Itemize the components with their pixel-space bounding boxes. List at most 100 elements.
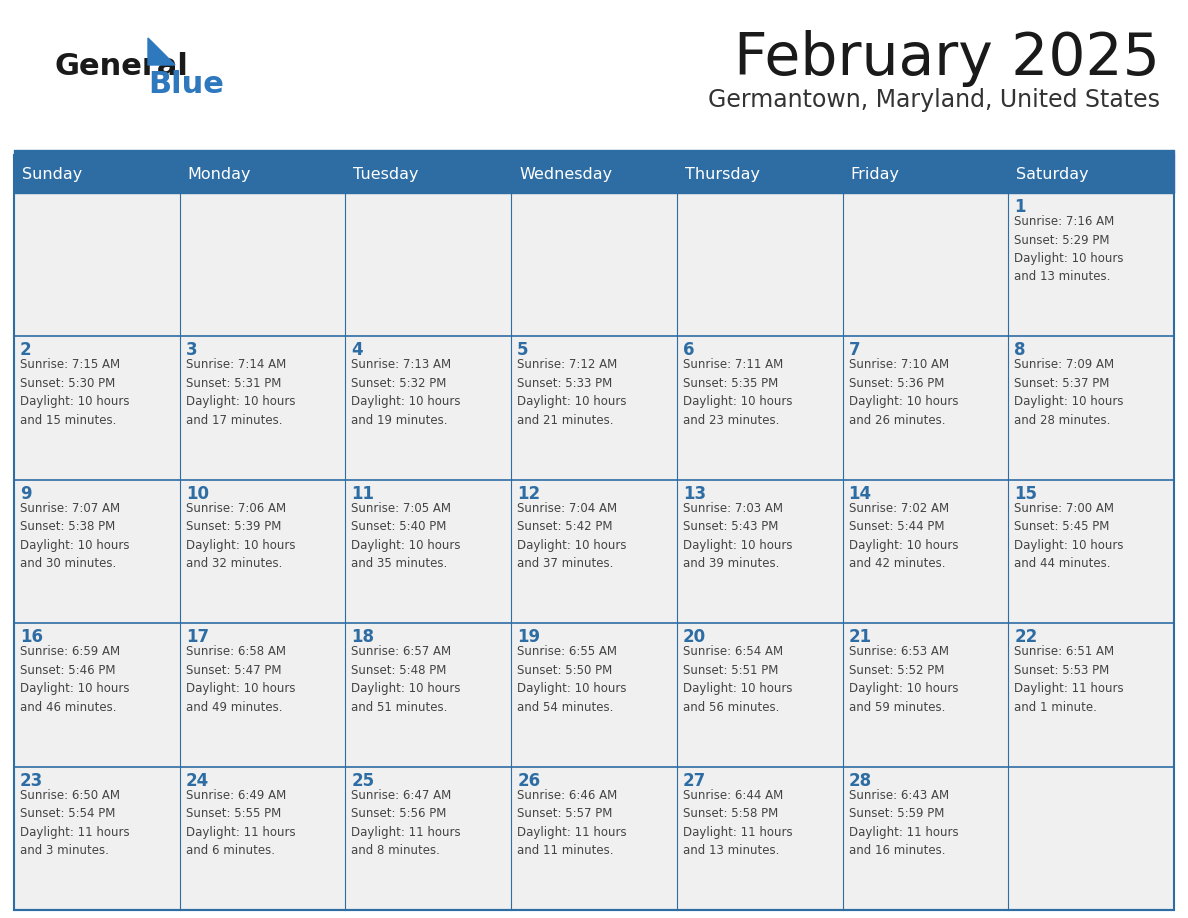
Bar [677,623,842,767]
Bar [511,623,677,767]
Bar [677,480,842,623]
Text: Sunrise: 6:50 AM
Sunset: 5:54 PM
Daylight: 11 hours
and 3 minutes.: Sunrise: 6:50 AM Sunset: 5:54 PM Dayligh… [20,789,129,857]
Bar [179,336,346,480]
Bar [179,193,346,336]
Text: Sunrise: 6:58 AM
Sunset: 5:47 PM
Daylight: 10 hours
and 49 minutes.: Sunrise: 6:58 AM Sunset: 5:47 PM Dayligh… [185,645,295,713]
Text: Sunrise: 7:13 AM
Sunset: 5:32 PM
Daylight: 10 hours
and 19 minutes.: Sunrise: 7:13 AM Sunset: 5:32 PM Dayligh… [352,358,461,427]
Text: 21: 21 [848,628,872,646]
Text: 16: 16 [20,628,43,646]
Text: 25: 25 [352,772,374,789]
Text: Sunrise: 7:06 AM
Sunset: 5:39 PM
Daylight: 10 hours
and 32 minutes.: Sunrise: 7:06 AM Sunset: 5:39 PM Dayligh… [185,502,295,570]
Text: Monday: Monday [188,166,251,182]
Bar [511,767,677,910]
Text: 13: 13 [683,485,706,503]
Text: 20: 20 [683,628,706,646]
Text: Sunrise: 6:59 AM
Sunset: 5:46 PM
Daylight: 10 hours
and 46 minutes.: Sunrise: 6:59 AM Sunset: 5:46 PM Dayligh… [20,645,129,713]
Bar [346,480,511,623]
Text: 12: 12 [517,485,541,503]
Text: 5: 5 [517,341,529,360]
Bar [677,336,842,480]
Text: Sunrise: 7:10 AM
Sunset: 5:36 PM
Daylight: 10 hours
and 26 minutes.: Sunrise: 7:10 AM Sunset: 5:36 PM Dayligh… [848,358,958,427]
Bar [842,767,1009,910]
Text: 3: 3 [185,341,197,360]
Bar [511,336,677,480]
Bar [346,623,511,767]
Bar [346,767,511,910]
Bar [14,155,1174,910]
Text: Thursday: Thursday [684,166,760,182]
Text: Sunrise: 7:12 AM
Sunset: 5:33 PM
Daylight: 10 hours
and 21 minutes.: Sunrise: 7:12 AM Sunset: 5:33 PM Dayligh… [517,358,626,427]
Text: 26: 26 [517,772,541,789]
Bar [677,193,842,336]
Bar [179,767,346,910]
Text: 8: 8 [1015,341,1025,360]
Text: 27: 27 [683,772,706,789]
Bar [14,150,1174,155]
Text: 1: 1 [1015,198,1025,216]
Text: Sunrise: 6:51 AM
Sunset: 5:53 PM
Daylight: 11 hours
and 1 minute.: Sunrise: 6:51 AM Sunset: 5:53 PM Dayligh… [1015,645,1124,713]
Text: Sunrise: 7:05 AM
Sunset: 5:40 PM
Daylight: 10 hours
and 35 minutes.: Sunrise: 7:05 AM Sunset: 5:40 PM Dayligh… [352,502,461,570]
Bar [842,193,1009,336]
Text: Sunrise: 7:16 AM
Sunset: 5:29 PM
Daylight: 10 hours
and 13 minutes.: Sunrise: 7:16 AM Sunset: 5:29 PM Dayligh… [1015,215,1124,284]
Text: Sunrise: 6:47 AM
Sunset: 5:56 PM
Daylight: 11 hours
and 8 minutes.: Sunrise: 6:47 AM Sunset: 5:56 PM Dayligh… [352,789,461,857]
Text: Sunrise: 6:53 AM
Sunset: 5:52 PM
Daylight: 10 hours
and 59 minutes.: Sunrise: 6:53 AM Sunset: 5:52 PM Dayligh… [848,645,958,713]
Bar [179,480,346,623]
Text: 23: 23 [20,772,43,789]
Text: 4: 4 [352,341,364,360]
Text: Sunrise: 7:14 AM
Sunset: 5:31 PM
Daylight: 10 hours
and 17 minutes.: Sunrise: 7:14 AM Sunset: 5:31 PM Dayligh… [185,358,295,427]
Polygon shape [148,38,175,65]
Text: Sunrise: 7:00 AM
Sunset: 5:45 PM
Daylight: 10 hours
and 44 minutes.: Sunrise: 7:00 AM Sunset: 5:45 PM Dayligh… [1015,502,1124,570]
Text: Sunrise: 6:46 AM
Sunset: 5:57 PM
Daylight: 11 hours
and 11 minutes.: Sunrise: 6:46 AM Sunset: 5:57 PM Dayligh… [517,789,627,857]
Bar [1009,767,1174,910]
Text: Sunrise: 7:11 AM
Sunset: 5:35 PM
Daylight: 10 hours
and 23 minutes.: Sunrise: 7:11 AM Sunset: 5:35 PM Dayligh… [683,358,792,427]
Bar [346,193,511,336]
Text: Wednesday: Wednesday [519,166,612,182]
Text: February 2025: February 2025 [734,30,1159,87]
Bar [14,623,179,767]
Text: 11: 11 [352,485,374,503]
Text: 18: 18 [352,628,374,646]
Bar [842,480,1009,623]
Text: 22: 22 [1015,628,1037,646]
Text: Sunrise: 6:57 AM
Sunset: 5:48 PM
Daylight: 10 hours
and 51 minutes.: Sunrise: 6:57 AM Sunset: 5:48 PM Dayligh… [352,645,461,713]
Bar [14,767,179,910]
Text: 9: 9 [20,485,32,503]
Text: Sunrise: 6:43 AM
Sunset: 5:59 PM
Daylight: 11 hours
and 16 minutes.: Sunrise: 6:43 AM Sunset: 5:59 PM Dayligh… [848,789,959,857]
Text: 2: 2 [20,341,32,360]
Bar [842,623,1009,767]
Text: 28: 28 [848,772,872,789]
Text: Sunrise: 6:55 AM
Sunset: 5:50 PM
Daylight: 10 hours
and 54 minutes.: Sunrise: 6:55 AM Sunset: 5:50 PM Dayligh… [517,645,626,713]
Text: 7: 7 [848,341,860,360]
Text: 10: 10 [185,485,209,503]
Text: Sunrise: 7:07 AM
Sunset: 5:38 PM
Daylight: 10 hours
and 30 minutes.: Sunrise: 7:07 AM Sunset: 5:38 PM Dayligh… [20,502,129,570]
Bar [179,623,346,767]
Bar [1009,193,1174,336]
Text: Sunrise: 6:54 AM
Sunset: 5:51 PM
Daylight: 10 hours
and 56 minutes.: Sunrise: 6:54 AM Sunset: 5:51 PM Dayligh… [683,645,792,713]
Text: Sunrise: 7:04 AM
Sunset: 5:42 PM
Daylight: 10 hours
and 37 minutes.: Sunrise: 7:04 AM Sunset: 5:42 PM Dayligh… [517,502,626,570]
Text: 15: 15 [1015,485,1037,503]
Bar [1009,336,1174,480]
Text: Sunrise: 7:15 AM
Sunset: 5:30 PM
Daylight: 10 hours
and 15 minutes.: Sunrise: 7:15 AM Sunset: 5:30 PM Dayligh… [20,358,129,427]
Bar [842,336,1009,480]
Text: Blue: Blue [148,70,223,99]
Text: 19: 19 [517,628,541,646]
Bar [14,336,179,480]
Bar [1009,623,1174,767]
Bar [511,193,677,336]
Text: Sunrise: 6:49 AM
Sunset: 5:55 PM
Daylight: 11 hours
and 6 minutes.: Sunrise: 6:49 AM Sunset: 5:55 PM Dayligh… [185,789,296,857]
Text: 24: 24 [185,772,209,789]
Text: 14: 14 [848,485,872,503]
Bar [14,193,179,336]
Bar [14,155,1174,193]
Bar [511,480,677,623]
Text: 6: 6 [683,341,694,360]
Bar [346,336,511,480]
Text: Sunrise: 7:02 AM
Sunset: 5:44 PM
Daylight: 10 hours
and 42 minutes.: Sunrise: 7:02 AM Sunset: 5:44 PM Dayligh… [848,502,958,570]
Bar [14,480,179,623]
Bar [677,767,842,910]
Text: Sunday: Sunday [23,166,82,182]
Text: Sunrise: 6:44 AM
Sunset: 5:58 PM
Daylight: 11 hours
and 13 minutes.: Sunrise: 6:44 AM Sunset: 5:58 PM Dayligh… [683,789,792,857]
Text: General: General [55,52,189,81]
Bar [1009,480,1174,623]
Text: Sunrise: 7:03 AM
Sunset: 5:43 PM
Daylight: 10 hours
and 39 minutes.: Sunrise: 7:03 AM Sunset: 5:43 PM Dayligh… [683,502,792,570]
